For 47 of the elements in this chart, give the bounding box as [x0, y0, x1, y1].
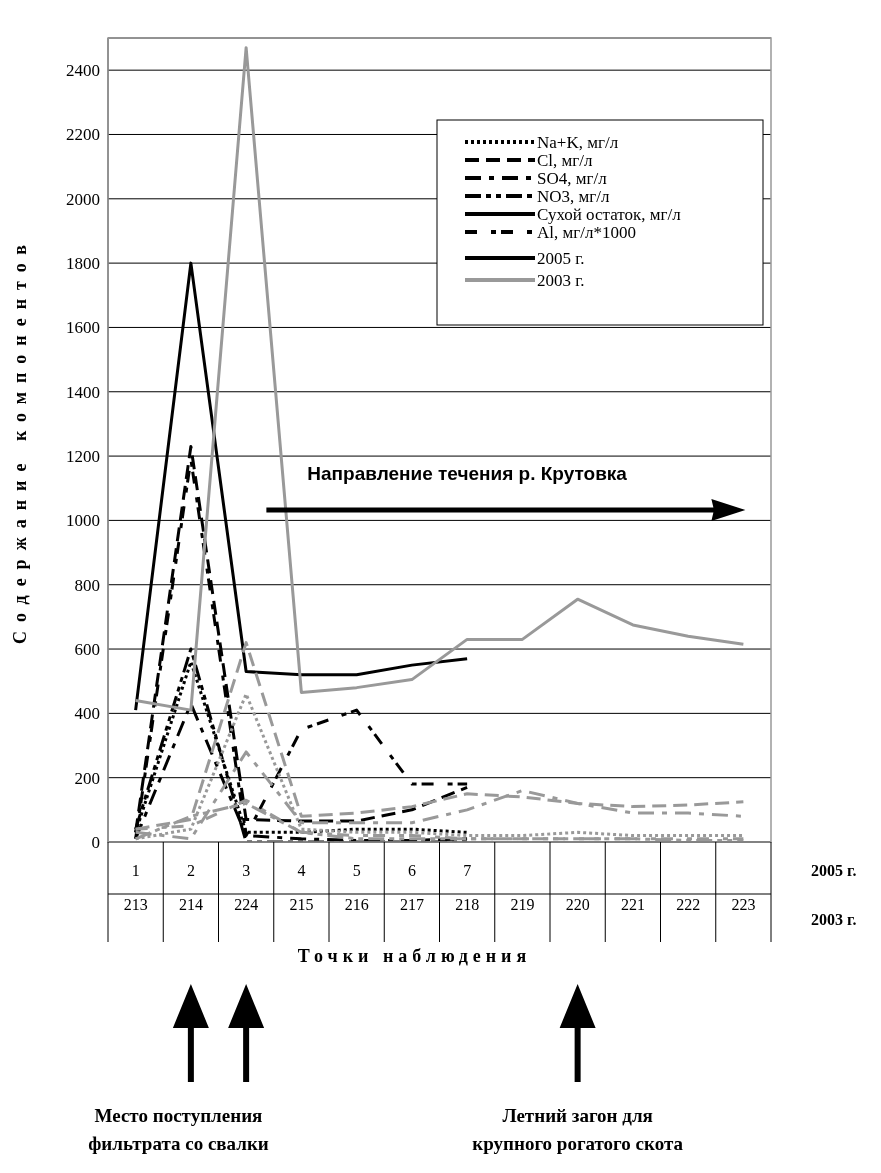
text: 6: [407, 862, 416, 879]
y-tick-label: 2400: [66, 61, 100, 81]
y-axis-title: Содержание компонентов: [10, 236, 30, 644]
x-tick-label: 220: [565, 896, 590, 913]
y-tick-label: 2200: [66, 125, 100, 145]
text: 2003 г.: [811, 911, 857, 928]
x-tick-label: 224: [234, 896, 259, 913]
y-tick-label: 200: [74, 768, 100, 788]
x-tick-label: 222: [676, 896, 701, 913]
x-tick-label: 213: [123, 896, 148, 913]
y-tick-label: 1200: [66, 447, 100, 467]
x-tick-label: 223: [731, 896, 756, 913]
text: Место поступления фильтрата со свалки: [88, 1105, 269, 1154]
legend-label: Na+K, мг/л: [537, 133, 619, 152]
y-tick-label: 2000: [66, 189, 100, 209]
text: Летний загон для крупного рогатого скота: [472, 1105, 684, 1154]
x-tick-label: 214: [178, 896, 203, 913]
x-axis-title: Точки наблюдения: [297, 946, 532, 966]
legend-label: Al, мг/л*1000: [537, 223, 636, 242]
text: 1: [131, 862, 140, 879]
x-tick-label: 215: [289, 896, 314, 913]
y-tick-label: 800: [74, 575, 100, 595]
y-tick-label: 1000: [66, 511, 100, 531]
y-tick-label: 400: [74, 704, 100, 724]
legend-label: NO3, мг/л: [537, 187, 611, 206]
y-tick-label: 1400: [66, 382, 100, 402]
x-tick-label: 217: [399, 896, 424, 913]
annotation: Направление течения р. Крутовка: [307, 463, 628, 485]
text: 2005 г.: [811, 862, 857, 879]
text: 4: [297, 862, 306, 879]
legend-label: Cl, мг/л: [537, 151, 594, 170]
text: 3: [242, 862, 251, 879]
y-tick-label: 1600: [66, 318, 100, 338]
x-tick-label: 216: [344, 896, 369, 913]
x-tick-label: 219: [510, 896, 535, 913]
text: 2: [186, 862, 195, 879]
text: 5: [352, 862, 361, 879]
text: 7: [463, 862, 472, 879]
y-tick-label: 0: [91, 833, 100, 852]
legend-label: Сухой остаток, мг/л: [537, 205, 682, 224]
legend-label: SO4, мг/л: [537, 169, 608, 188]
annotation: 2005 г.: [537, 249, 585, 268]
x-tick-label: 218: [455, 896, 480, 913]
y-tick-label: 600: [74, 640, 100, 660]
x-tick-label: 221: [620, 896, 645, 913]
annotation: 2003 г.: [537, 271, 585, 290]
y-tick-label: 1800: [66, 254, 100, 274]
